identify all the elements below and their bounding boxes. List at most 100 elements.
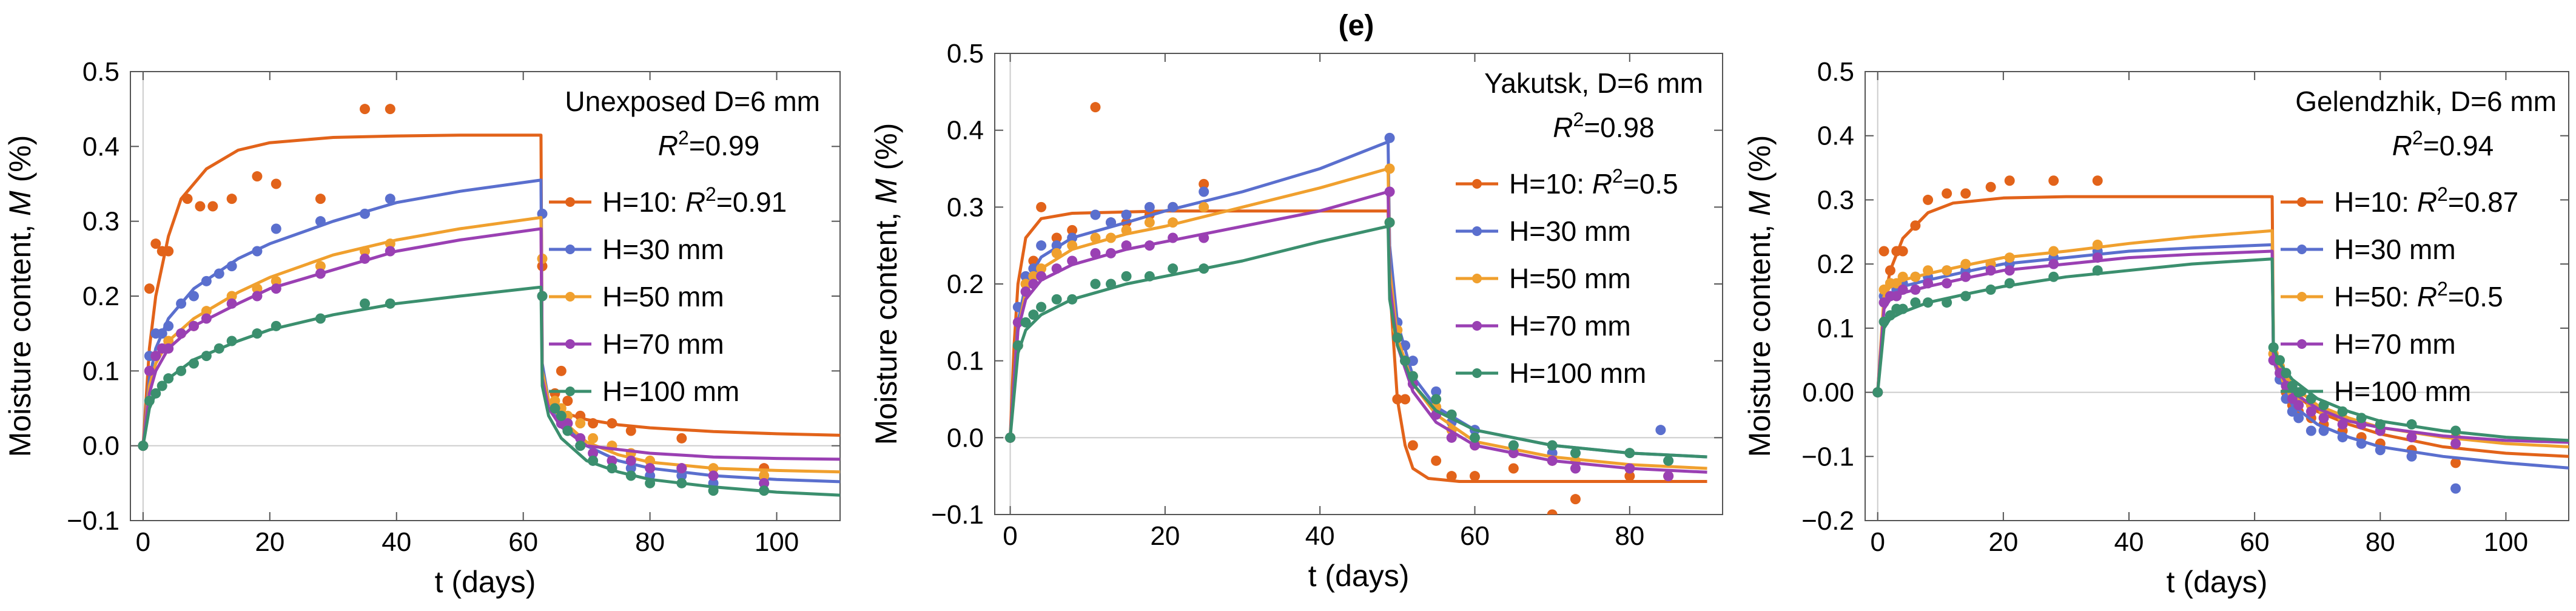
x-tick-label: 20	[255, 527, 284, 557]
y-tick-label: 0.4	[82, 132, 119, 161]
series-4-point	[2305, 406, 2316, 417]
series-4-point	[562, 418, 573, 429]
series-3-point	[1067, 240, 1078, 251]
series-4-point	[759, 478, 770, 488]
series-1-point	[271, 178, 281, 189]
series-2-point	[1067, 232, 1078, 243]
series-3-point	[252, 283, 263, 294]
series-4-point	[1547, 455, 1558, 466]
y-tick-label: −0.2	[1801, 506, 1854, 536]
series-5-point	[315, 313, 326, 324]
series-3-point	[759, 470, 770, 481]
series-5-point	[360, 298, 371, 309]
series-2-point	[625, 463, 636, 474]
series-2-point	[1028, 263, 1039, 274]
legend-swatch-marker	[2297, 387, 2307, 396]
series-5-point	[562, 425, 573, 436]
panel-yakutsk: 0 20 40 60 80 −0.1 0.0 0.1 0.2 0.3 0.4 0.5 t (days) M…	[869, 39, 1723, 593]
series-5-point	[1508, 440, 1519, 451]
series-4-point	[1897, 284, 1908, 295]
series-4-point	[163, 343, 174, 354]
series-5-point	[2375, 419, 2386, 430]
series-3-point	[1960, 258, 1971, 269]
legend-entry: H=30 mm	[2334, 234, 2456, 265]
series-2-point	[188, 291, 199, 302]
panel-title: Unexposed D=6 mm	[565, 86, 820, 117]
series-4-point	[188, 320, 199, 331]
legend-entry: H=50 mm	[1509, 263, 1631, 294]
series-2-point	[2287, 406, 2298, 417]
series-5-point	[1012, 340, 1023, 351]
series-1-point	[315, 194, 326, 204]
series-3-point	[385, 238, 395, 249]
panel-gelendzhik: 0 20 40 60 80 100 −0.2 −0.1 0.00 0.1 0.2 0.3 0.4 0.5 t…	[1743, 57, 2569, 599]
x-tick-label: 80	[1615, 521, 1644, 551]
series-1-point	[1431, 455, 1442, 466]
series-5-point	[1028, 309, 1039, 320]
x-tick-label: 60	[1460, 521, 1490, 551]
y-tick-label: −0.1	[1801, 442, 1854, 471]
series-2-point	[2337, 432, 2348, 443]
series-2-point	[360, 208, 371, 219]
series-4-point	[1199, 232, 1209, 243]
series-4-point	[1624, 463, 1635, 474]
series-5-fit-curve	[1009, 224, 1707, 459]
series-5-point	[1885, 310, 1895, 321]
series-5-point	[1036, 302, 1047, 312]
series-4-point	[708, 470, 719, 481]
series-2-point	[2293, 413, 2304, 424]
legend-swatch-marker	[565, 339, 575, 349]
series-4-point	[2318, 413, 2329, 424]
series-2-point	[676, 470, 687, 481]
series-1-point	[607, 418, 617, 429]
panel-unexposed: 0 20 40 60 80 100 −0.1 0.0 0.1 0.2 0.3 0.4 0.5 t (day…	[3, 57, 841, 599]
x-tick-label: 40	[2114, 527, 2144, 557]
series-2-point	[271, 223, 281, 234]
series-1-point	[1036, 201, 1047, 212]
legend-entry: H=70 mm	[1509, 310, 1631, 342]
series-2-point	[163, 320, 174, 331]
series-2-point	[156, 328, 167, 339]
y-tick-label: 0.2	[947, 269, 984, 299]
x-tick-label: 0	[1003, 521, 1017, 551]
y-tick-label: 0.4	[1817, 121, 1854, 151]
series-1-point	[676, 433, 687, 444]
series-2-point	[252, 246, 263, 257]
series-3-point	[645, 455, 656, 466]
series-5-point	[588, 455, 599, 466]
series-5-point	[188, 358, 199, 369]
series-2-point	[201, 275, 212, 286]
legend-entry: H=50: R2=0.5	[2334, 278, 2503, 312]
series-1-point	[1400, 394, 1411, 405]
legend-swatch-marker	[2297, 245, 2307, 254]
series-5-point	[144, 396, 155, 407]
series-5-point	[176, 365, 187, 376]
legend-entry: H=50 mm	[602, 281, 724, 312]
y-tick-label: 0.00	[1802, 378, 1854, 408]
y-axis-label: Moisture content, M (%)	[3, 135, 37, 457]
series-2-point	[1144, 201, 1155, 212]
series-1-point	[1960, 188, 1971, 199]
series-1-point	[562, 396, 573, 407]
x-tick-label: 60	[508, 527, 538, 557]
series-4-point	[360, 253, 371, 264]
series-4-point	[1020, 286, 1031, 297]
legend-entry: H=70 mm	[2334, 328, 2456, 360]
series-2-point	[2305, 425, 2316, 436]
series-2-point	[176, 298, 187, 309]
series-5-point	[1199, 263, 1209, 274]
figure-title: (e)	[1339, 10, 1374, 42]
series-1-point	[1392, 394, 1403, 405]
series-5-point	[2337, 406, 2348, 417]
series-3-point	[271, 275, 281, 286]
series-3-point	[1036, 263, 1047, 274]
series-4-point	[1923, 278, 1934, 289]
series-5-point	[1051, 294, 1062, 305]
series-5-point	[1985, 284, 1996, 295]
series-4-point	[588, 448, 599, 459]
series-4-point	[1910, 284, 1921, 295]
series-4-point	[2450, 438, 2461, 449]
y-tick-label: 0.2	[82, 282, 119, 311]
series-4-point	[1384, 186, 1395, 197]
series-3-point	[1028, 271, 1039, 282]
